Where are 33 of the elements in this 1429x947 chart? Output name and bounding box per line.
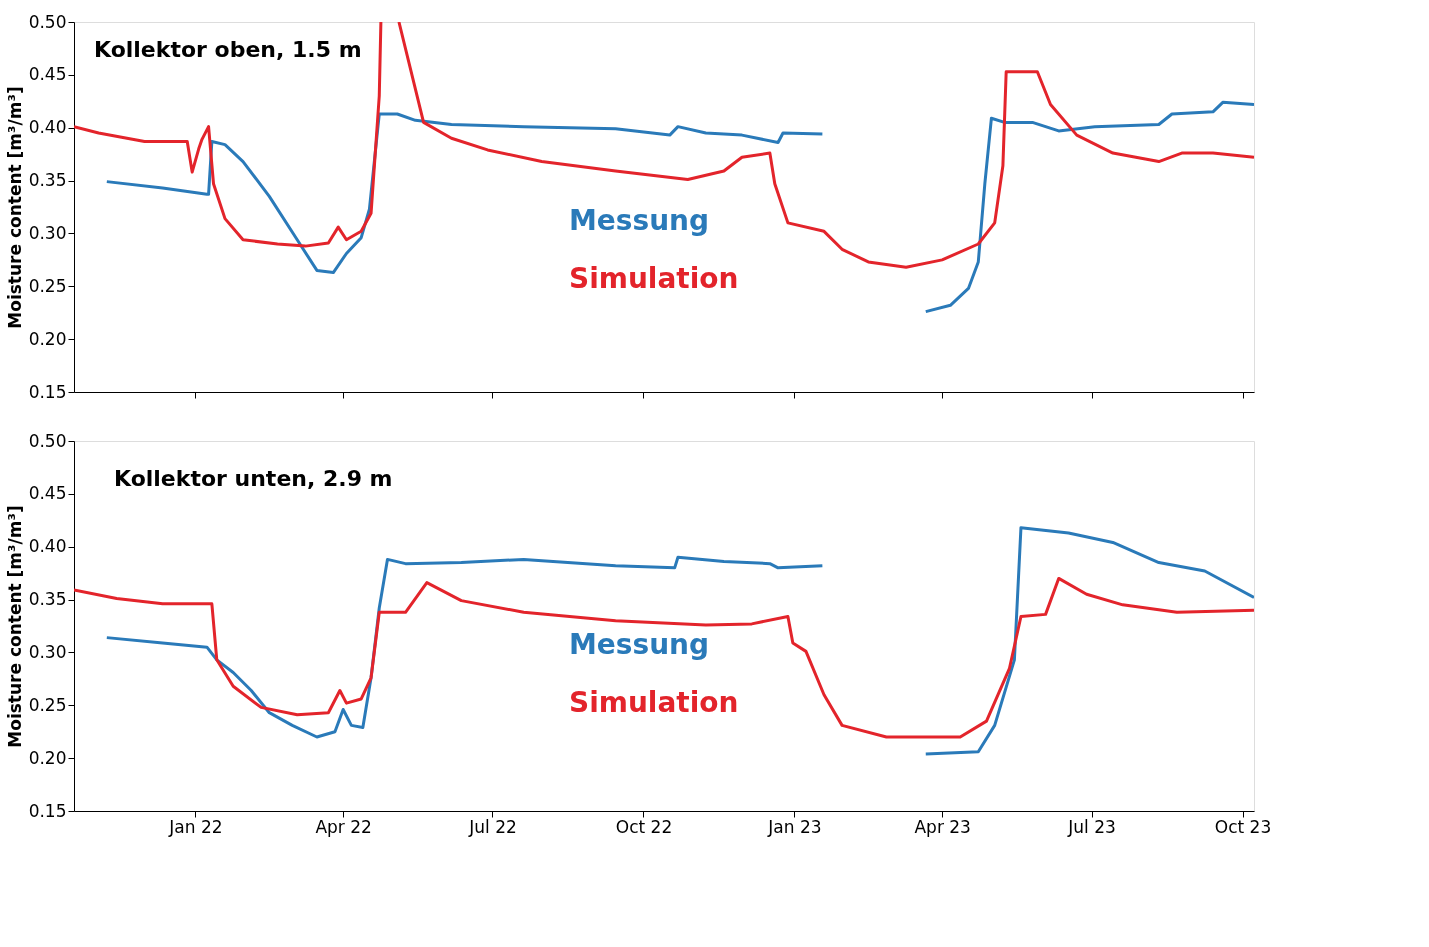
- line-series: [74, 576, 1254, 739]
- text: Simulation: [569, 262, 739, 295]
- x-tick-label: Jul 22: [468, 816, 517, 837]
- y-axis-title: Moisture content [m³/m³]: [4, 505, 25, 748]
- x-tick-label: Jul 23: [1067, 816, 1116, 837]
- y-tick-label: 0.35: [28, 589, 67, 610]
- text: Simulation: [569, 686, 739, 719]
- x-tick-label: Oct 22: [615, 816, 673, 837]
- x-tick-label: Apr 22: [315, 816, 372, 837]
- y-tick-label: 0.40: [28, 536, 67, 557]
- y-tick-label: 0.50: [28, 430, 67, 451]
- y-tick-label: 0.50: [28, 11, 67, 32]
- x-tick-label: Oct 23: [1214, 816, 1272, 837]
- y-tick-label: 0.35: [28, 170, 67, 191]
- text: Kollektor oben, 1.5 m: [94, 37, 362, 62]
- x-tick-label: Jan 23: [767, 816, 822, 837]
- y-tick-label: 0.45: [28, 64, 67, 85]
- y-tick-label: 0.45: [28, 483, 67, 504]
- x-tick-label: Apr 23: [914, 816, 971, 837]
- text: Kollektor unten, 2.9 m: [114, 466, 393, 491]
- y-tick-label: 0.20: [28, 747, 67, 768]
- y-tick-label: 0.40: [28, 117, 67, 138]
- y-tick-label: 0.30: [28, 641, 67, 662]
- y-tick-label: 0.15: [28, 381, 67, 402]
- x-tick-label: Jan 22: [168, 816, 223, 837]
- y-tick-label: 0.15: [28, 800, 67, 821]
- y-tick-label: 0.25: [28, 694, 67, 715]
- y-tick-label: 0.30: [28, 222, 67, 243]
- text: Messung: [569, 204, 710, 237]
- y-axis-title: Moisture content [m³/m³]: [4, 86, 25, 329]
- y-tick-label: 0.20: [28, 328, 67, 349]
- text: Messung: [569, 628, 710, 661]
- y-tick-label: 0.25: [28, 275, 67, 296]
